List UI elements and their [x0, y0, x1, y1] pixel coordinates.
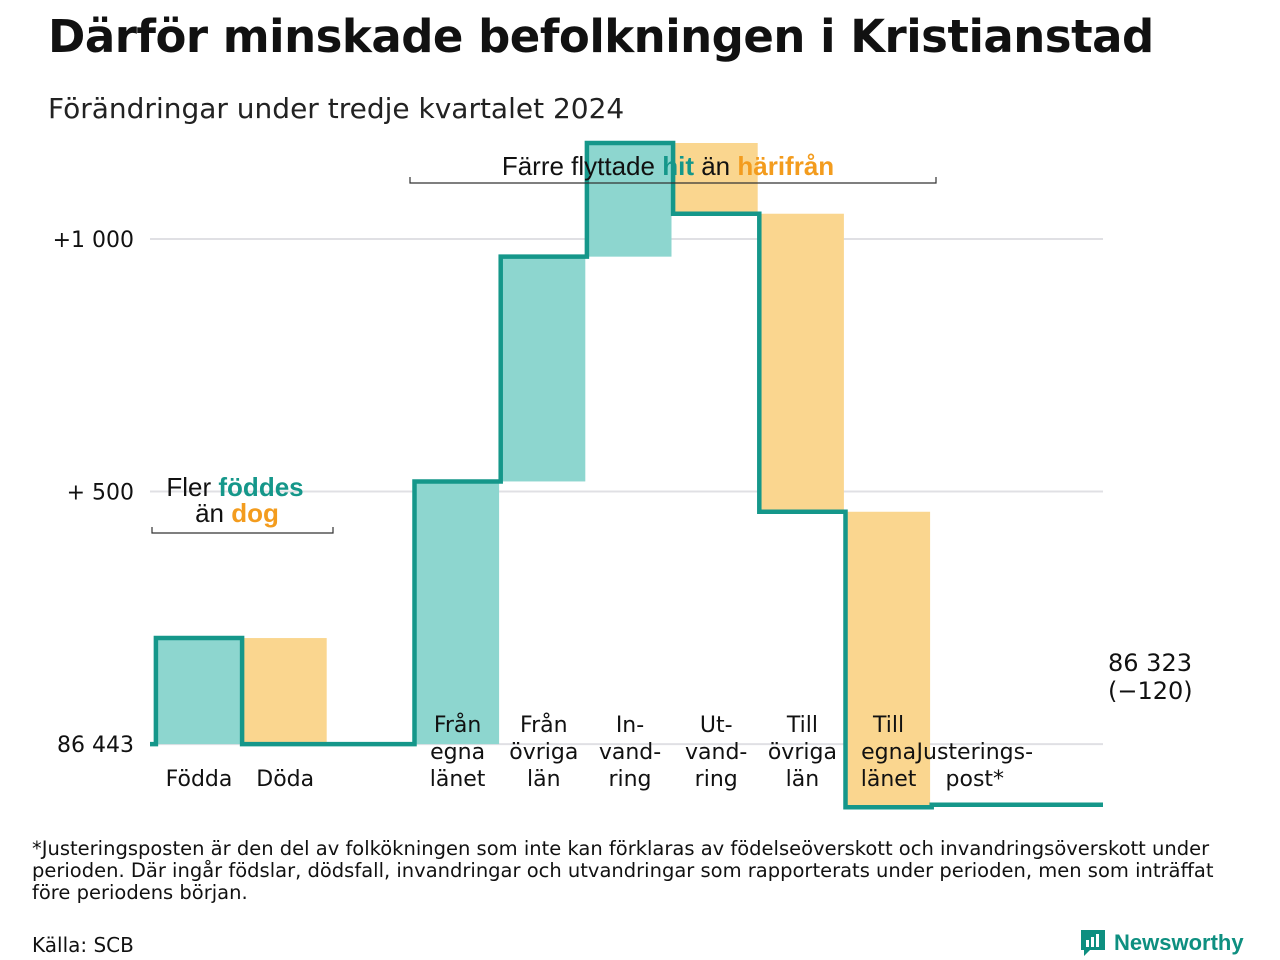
- x-tick-label: länet: [430, 767, 486, 792]
- increase-bar: [588, 143, 672, 257]
- brand-name: Newsworthy: [1114, 930, 1244, 955]
- newsworthy-logo-icon: [1081, 930, 1105, 956]
- end-change: (−120): [1108, 677, 1193, 705]
- decrease-bar: [674, 143, 758, 214]
- brand-logo[interactable]: Newsworthy: [1080, 928, 1244, 958]
- decrease-bar: [760, 213, 844, 512]
- x-tick-label: vand-: [599, 740, 661, 765]
- x-tick-label: övriga: [768, 740, 837, 765]
- births-bracket: [151, 527, 334, 534]
- x-tick-label: In-: [616, 713, 644, 738]
- source-label: Källa: SCB: [32, 933, 134, 957]
- chart-title: Därför minskade befolkningen i Kristians…: [48, 10, 1154, 63]
- increase-bar: [416, 481, 500, 745]
- migration-bracket: [409, 177, 937, 184]
- x-tick-label: Från: [434, 712, 482, 738]
- y-tick-label: +1 000: [53, 228, 134, 253]
- x-tick-label: ring: [608, 767, 651, 792]
- decrease-bar: [847, 511, 931, 808]
- cumulative-step-line: [150, 140, 1103, 810]
- chart-subtitle: Förändringar under tredje kvartalet 2024: [48, 92, 625, 125]
- x-tick-label: Till: [872, 713, 904, 738]
- x-tick-label: län: [786, 767, 820, 792]
- x-tick-label: vand-: [685, 740, 747, 765]
- waterfall-chart: 86 443+ 500+1 000 Födda DödaFrånegnalänet…: [53, 140, 1193, 810]
- births-annotation-line2: än dog: [195, 498, 279, 528]
- x-tick-label: Justerings-: [915, 740, 1034, 765]
- y-tick-label: + 500: [67, 481, 134, 506]
- decrease-bar: [243, 638, 327, 745]
- migration-annotation-text: Färre flyttade hit än härifrån: [502, 151, 834, 181]
- x-tick-label: Från: [520, 712, 568, 738]
- x-tick-label: egna: [430, 740, 485, 765]
- x-tick-label: post*: [946, 767, 1005, 792]
- x-tick-label: egna: [861, 740, 916, 765]
- y-tick-label: 86 443: [57, 733, 134, 758]
- end-value-label: 86 323 (−120): [1108, 649, 1193, 705]
- increase-bar: [502, 256, 586, 482]
- x-tick-label: Födda: [166, 767, 233, 792]
- x-tick-label: län: [527, 767, 561, 792]
- x-tick-label: Ut-: [700, 713, 733, 738]
- end-value: 86 323: [1108, 649, 1192, 677]
- births-annotation-line1: Fler föddes: [166, 472, 303, 502]
- footnote: *Justeringsposten är den del av folkökni…: [32, 837, 1214, 904]
- y-axis: 86 443 + 500 +1 000: [53, 228, 134, 758]
- bars: [157, 143, 931, 808]
- x-tick-label: Döda: [256, 767, 314, 792]
- births-annotation: Fler föddes än dog: [151, 472, 334, 534]
- x-tick-label: övriga: [509, 740, 578, 765]
- x-tick-label: länet: [861, 767, 917, 792]
- x-tick-label: ring: [695, 767, 738, 792]
- x-axis-labels: Födda DödaFrånegnalänetFrånövrigalänIn-va…: [166, 712, 1033, 792]
- migration-annotation: Färre flyttade hit än härifrån: [409, 151, 937, 184]
- step-line-group: [150, 140, 1103, 810]
- increase-bar: [157, 638, 241, 745]
- x-tick-label: Till: [786, 713, 818, 738]
